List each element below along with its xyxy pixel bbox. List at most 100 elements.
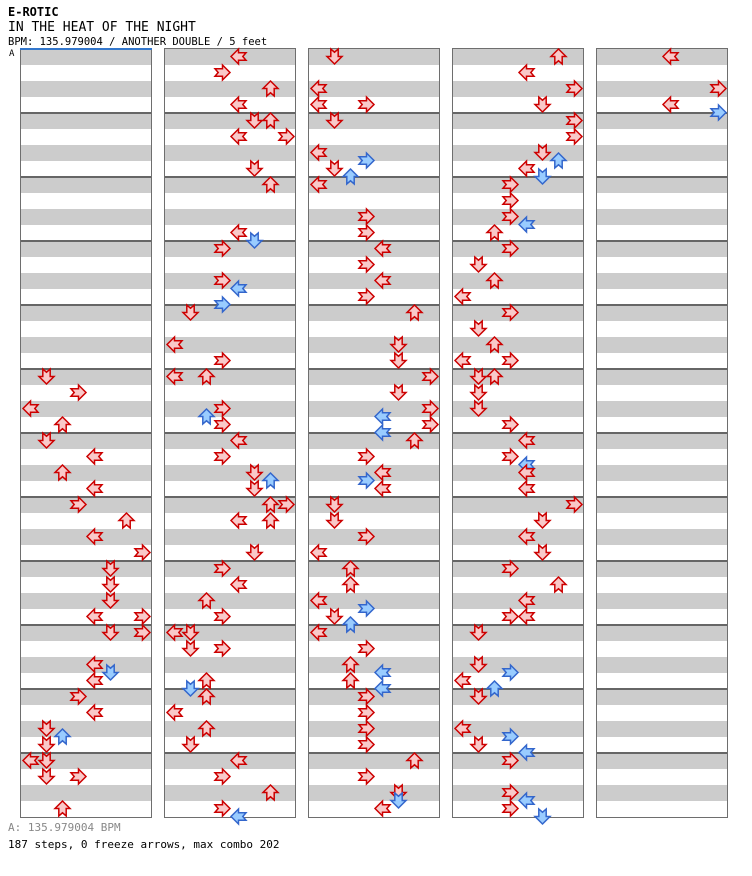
down-arrow-icon <box>180 734 200 753</box>
up-arrow-icon <box>340 559 360 578</box>
measure-line <box>165 560 295 562</box>
right-arrow-icon <box>420 414 439 434</box>
measure-line <box>597 496 727 498</box>
left-arrow-icon <box>85 478 104 498</box>
down-arrow-icon <box>244 542 264 561</box>
down-arrow-icon <box>100 574 120 593</box>
left-arrow-icon <box>21 398 40 418</box>
up-arrow-icon <box>260 175 280 194</box>
measure-line <box>309 432 439 434</box>
up-arrow-icon <box>116 511 136 530</box>
up-arrow-icon <box>484 335 504 354</box>
left-arrow-icon <box>309 94 328 114</box>
down-arrow-icon <box>324 46 344 65</box>
left-arrow-icon <box>229 806 248 826</box>
right-arrow-icon <box>356 254 375 274</box>
up-arrow-icon <box>484 367 504 386</box>
measure-line <box>597 176 727 178</box>
right-arrow-icon <box>708 78 727 98</box>
down-arrow-icon <box>36 718 56 737</box>
measure-line <box>165 432 295 434</box>
left-arrow-icon <box>453 350 472 370</box>
left-arrow-icon <box>21 750 40 770</box>
chart-column-4 <box>452 47 584 825</box>
down-arrow-icon <box>244 478 264 497</box>
left-arrow-icon <box>229 510 248 530</box>
down-arrow-icon <box>532 510 552 529</box>
right-arrow-icon <box>212 294 231 314</box>
left-arrow-icon <box>517 606 536 626</box>
right-arrow-icon <box>212 798 231 818</box>
right-arrow-icon <box>132 622 151 642</box>
measure-line <box>165 752 295 754</box>
left-arrow-icon <box>229 574 248 594</box>
measure-line <box>165 368 295 370</box>
down-arrow-icon <box>36 366 56 385</box>
left-arrow-icon <box>373 478 392 498</box>
measure-line <box>597 688 727 690</box>
right-arrow-icon <box>356 718 375 738</box>
left-arrow-icon <box>229 126 248 146</box>
down-arrow-icon <box>324 110 344 129</box>
measure-line <box>165 304 295 306</box>
right-arrow-icon <box>212 558 231 578</box>
down-arrow-icon <box>36 750 56 769</box>
left-arrow-icon <box>85 670 104 690</box>
measure-line <box>597 112 727 114</box>
left-arrow-icon <box>517 790 536 810</box>
right-arrow-icon <box>500 750 519 770</box>
measure-line <box>453 752 583 754</box>
right-arrow-icon <box>500 206 519 226</box>
left-arrow-icon <box>373 422 392 442</box>
measure-line <box>21 688 151 690</box>
down-arrow-icon <box>532 94 552 113</box>
left-arrow-icon <box>373 662 392 682</box>
measure-line <box>453 688 583 690</box>
down-arrow-icon <box>388 350 408 369</box>
down-arrow-icon <box>100 622 120 641</box>
right-arrow-icon <box>212 446 231 466</box>
measure-line <box>165 496 295 498</box>
down-arrow-icon <box>324 606 344 625</box>
left-arrow-icon <box>373 270 392 290</box>
down-arrow-icon <box>532 806 552 825</box>
measure-line <box>21 240 151 242</box>
up-arrow-icon <box>340 671 360 690</box>
left-arrow-icon <box>517 742 536 762</box>
up-arrow-icon <box>340 575 360 594</box>
left-arrow-icon <box>517 590 536 610</box>
right-arrow-icon <box>276 494 295 514</box>
left-arrow-icon <box>85 526 104 546</box>
measure-line <box>453 432 583 434</box>
right-arrow-icon <box>132 542 151 562</box>
down-arrow-icon <box>468 366 488 385</box>
left-arrow-icon <box>229 222 248 242</box>
left-arrow-icon <box>373 678 392 698</box>
measure-line <box>309 688 439 690</box>
down-arrow-icon <box>100 558 120 577</box>
up-arrow-icon <box>340 615 360 634</box>
measure-line <box>597 432 727 434</box>
left-arrow-icon <box>85 654 104 674</box>
up-arrow-icon <box>260 79 280 98</box>
right-arrow-icon <box>564 78 583 98</box>
up-arrow-icon <box>52 415 72 434</box>
down-arrow-icon <box>244 110 264 129</box>
left-arrow-icon <box>517 478 536 498</box>
up-arrow-icon <box>52 799 72 818</box>
measure-line <box>453 176 583 178</box>
left-arrow-icon <box>517 462 536 482</box>
left-arrow-icon <box>85 446 104 466</box>
right-arrow-icon <box>500 174 519 194</box>
down-arrow-icon <box>468 734 488 753</box>
right-arrow-icon <box>708 102 727 122</box>
down-arrow-icon <box>324 494 344 513</box>
right-arrow-icon <box>500 238 519 258</box>
left-arrow-icon <box>453 286 472 306</box>
measure-line <box>21 560 151 562</box>
right-arrow-icon <box>500 190 519 210</box>
left-arrow-icon <box>85 606 104 626</box>
up-arrow-icon <box>196 591 216 610</box>
